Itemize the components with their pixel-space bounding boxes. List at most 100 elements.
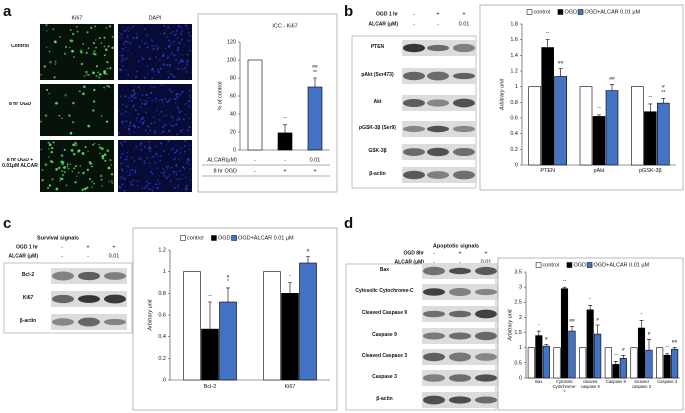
dapi-signal (144, 146, 146, 148)
dapi-signal (160, 98, 163, 101)
dapi-signal (157, 70, 160, 73)
bar (579, 347, 587, 379)
dapi-signal (187, 129, 190, 132)
significance-label: ## (609, 76, 615, 82)
significance-label-box: * (641, 313, 643, 318)
ki67-signal (103, 70, 106, 73)
condition-mark: + (484, 250, 487, 256)
dapi-signal (130, 94, 132, 96)
dapi-signal (168, 174, 171, 176)
dapi-signal (129, 172, 131, 174)
dapi-signal (150, 188, 153, 191)
bar (247, 59, 263, 151)
y-axis-label: Arbitrary unit (499, 78, 505, 111)
dapi-signal (180, 68, 183, 70)
dapi-signal (170, 32, 172, 35)
dapi-signal (188, 148, 191, 151)
panel-heading: Survival signals (37, 235, 79, 241)
dapi-signal (167, 175, 169, 178)
y-tick-label: 1.8 (510, 21, 518, 27)
error-bar (672, 347, 677, 350)
blot-label: Bcl-2 (21, 272, 35, 279)
x-tick-label: Caspase 9 (605, 380, 626, 384)
dapi-signal (124, 29, 126, 32)
dapi-signal (119, 156, 122, 159)
dapi-signal (137, 126, 140, 129)
error-bar (610, 84, 614, 91)
dapi-signal (153, 30, 156, 33)
dapi-signal (132, 124, 135, 126)
ki67-signal (108, 86, 111, 88)
ki67-signal (104, 48, 108, 52)
dapi-signal (124, 58, 127, 61)
dapi-signal (152, 155, 155, 158)
dapi-signal (172, 120, 174, 122)
dapi-signal (148, 182, 151, 185)
y-tick-label: 1.4 (510, 53, 518, 59)
ki67-signal (58, 166, 61, 170)
dapi-signal (168, 39, 171, 42)
table-row-label: ALCAR(μM) (207, 157, 237, 163)
blot-label-box: GSK-3β (368, 149, 386, 155)
dapi-signal (153, 70, 156, 73)
image-column-label: DAPI (149, 15, 162, 21)
ki67-signal (72, 143, 76, 147)
ki67-signal (105, 73, 108, 76)
table-cell: + (283, 168, 286, 174)
dapi-signal (177, 25, 181, 28)
bar (657, 102, 670, 166)
significance-label: # ** (661, 85, 666, 96)
ki67-signal (47, 156, 50, 158)
significance-label: ## (671, 340, 678, 346)
bar (277, 132, 293, 151)
chart-title: ICC - Ki67 (272, 23, 297, 29)
dapi-signal (131, 106, 134, 109)
bar (528, 86, 541, 166)
blot-band (475, 266, 497, 276)
error-bar (665, 353, 670, 356)
dapi-signal (129, 122, 132, 125)
dapi-signal (167, 26, 170, 29)
dapi-signal (149, 150, 152, 153)
dapi-signal (188, 89, 191, 92)
dapi-signal (133, 104, 135, 107)
dapi-signal (159, 159, 162, 162)
ki67-signal (98, 76, 100, 79)
dapi-signal (159, 33, 161, 35)
dapi-signal (148, 96, 151, 99)
dapi-signal (119, 142, 122, 144)
legend-label: OGD+ALCAR 0.01 μM (585, 9, 641, 15)
dapi-signal (170, 72, 173, 76)
dapi-signal (156, 187, 159, 190)
ki67-signal (100, 147, 104, 151)
y-tick-label: 2.5 (514, 300, 522, 306)
dapi-signal (173, 54, 176, 57)
dapi-signal (119, 186, 122, 189)
ki67-signal (60, 160, 63, 163)
ki67-signal (94, 53, 97, 56)
y-tick-label: 0.6 (158, 312, 166, 318)
ki67-signal (109, 159, 112, 162)
ki67-signal (92, 100, 96, 103)
significance-label-box: ** (597, 107, 601, 112)
significance-label-box: ** (208, 295, 212, 300)
dapi-signal (143, 42, 146, 45)
ki67-signal (46, 30, 48, 32)
dapi-signal (187, 159, 190, 162)
dapi-signal (163, 172, 165, 174)
blot-label: Ki67 (22, 295, 34, 302)
legend-swatch (535, 262, 542, 268)
dapi-signal (179, 53, 181, 55)
chart-frame (497, 257, 684, 411)
condition-mark: - (413, 11, 415, 17)
blot-band (403, 148, 425, 156)
dapi-signal (161, 55, 164, 58)
dapi-signal (162, 168, 165, 171)
ki67-signal (98, 143, 100, 146)
significance-label-box: # (545, 337, 548, 342)
ki67-signal (94, 25, 96, 28)
ki67-signal (44, 163, 48, 166)
ki67-signal (93, 50, 96, 53)
dapi-signal (168, 130, 170, 132)
dapi-signal (176, 96, 179, 98)
